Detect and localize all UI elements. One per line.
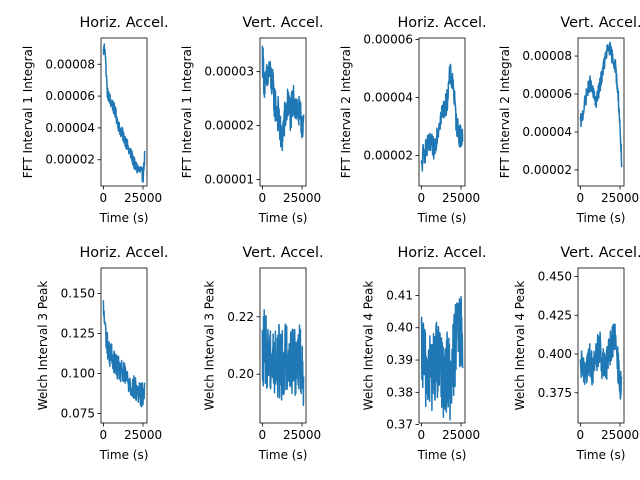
x-axis-label: Time (s)	[576, 448, 626, 462]
data-line	[102, 43, 146, 183]
x-tick-label: 0	[418, 428, 426, 442]
x-axis-label: Time (s)	[99, 211, 149, 225]
data-line	[420, 296, 464, 421]
axes-frame	[418, 267, 466, 424]
y-tick-label: 0.20	[227, 367, 254, 381]
x-tick-label: 25000	[442, 428, 480, 442]
y-tick-label: 0.38	[386, 385, 413, 399]
y-axis-label: Welch Interval 4 Peak	[362, 281, 376, 411]
y-tick-label: 0.22	[227, 310, 254, 324]
subplot-6: 0 25000 0.20 0.22 Vert. Accel. Time (s) Welch …	[203, 245, 324, 462]
x-tick-label: 0	[418, 191, 426, 205]
data-line	[420, 63, 464, 172]
data-line	[579, 41, 623, 168]
y-tick-label: 0.375	[538, 386, 572, 400]
x-tick-label: 0	[259, 191, 267, 205]
x-axis-label: Time (s)	[417, 211, 467, 225]
y-tick-label: 0.00002	[45, 153, 95, 167]
axes-frame	[259, 37, 307, 187]
subplot-title: Vert. Accel.	[242, 245, 323, 261]
x-tick-label: 0	[100, 428, 108, 442]
y-tick-label: 0.40	[386, 321, 413, 335]
y-tick-label: 0.00002	[522, 163, 572, 177]
subplot-title: Vert. Accel.	[242, 15, 323, 31]
y-tick-label: 0.450	[538, 270, 572, 284]
y-tick-label: 0.150	[61, 287, 95, 301]
y-tick-label: 0.00004	[45, 121, 95, 135]
y-tick-label: 0.00008	[45, 57, 95, 71]
subplot-title: Horiz. Accel.	[397, 15, 486, 31]
y-axis-label: Welch Interval 3 Peak	[36, 281, 50, 411]
x-tick-label: 25000	[124, 428, 162, 442]
axes-frame	[418, 37, 466, 187]
x-axis-label: Time (s)	[258, 211, 308, 225]
axes-frame	[577, 37, 625, 187]
x-tick-label: 0	[577, 428, 585, 442]
y-tick-label: 0.100	[61, 366, 95, 380]
x-tick-label: 25000	[442, 191, 480, 205]
x-tick-label: 25000	[283, 428, 321, 442]
y-tick-label: 0.39	[386, 353, 413, 367]
y-tick-label: 0.425	[538, 308, 572, 322]
y-tick-label: 0.00001	[204, 173, 254, 187]
subplot-title: Horiz. Accel.	[397, 245, 486, 261]
y-tick-label: 0.125	[61, 327, 95, 341]
y-tick-label: 0.37	[386, 418, 413, 432]
subplot-4: 0 25000 0.00002 0.00004 0.00006 0.00008 Vert. …	[498, 15, 640, 225]
y-tick-label: 0.00003	[204, 64, 254, 78]
x-tick-label: 25000	[283, 191, 321, 205]
subplot-1: 0 25000 0.00002 0.00004 0.00006 0.00008 Horiz.…	[21, 15, 169, 225]
x-tick-label: 0	[577, 191, 585, 205]
axes-frame	[577, 267, 625, 424]
x-axis-label: Time (s)	[576, 211, 626, 225]
x-tick-label: 25000	[124, 191, 162, 205]
y-tick-label: 0.41	[386, 288, 413, 302]
y-axis-label: FFT Interval 1 Integral	[21, 46, 35, 178]
subplot-5: 0 25000 0.075 0.100 0.125 0.150 Horiz. Accel. T…	[36, 245, 169, 462]
y-tick-label: 0.00002	[363, 149, 413, 163]
y-tick-label: 0.00002	[204, 119, 254, 133]
subplot-title: Horiz. Accel.	[79, 15, 168, 31]
y-tick-label: 0.075	[61, 406, 95, 420]
subplot-title: Vert. Accel.	[560, 245, 640, 261]
data-line	[102, 300, 146, 408]
y-tick-label: 0.00004	[522, 125, 572, 139]
y-tick-label: 0.00008	[522, 49, 572, 63]
axes-frame	[100, 267, 148, 424]
subplot-8: 0 25000 0.375 0.400 0.425 0.450 Vert. Accel. Ti…	[513, 245, 640, 462]
x-axis-label: Time (s)	[258, 448, 308, 462]
x-tick-label: 0	[100, 191, 108, 205]
data-line	[261, 45, 305, 152]
data-line	[579, 323, 623, 400]
x-tick-label: 25000	[601, 191, 639, 205]
y-tick-label: 0.00006	[45, 89, 95, 103]
y-axis-label: Welch Interval 4 Peak	[513, 281, 527, 411]
x-tick-label: 25000	[601, 428, 639, 442]
axes-frame	[259, 267, 307, 424]
data-line	[261, 309, 305, 407]
y-axis-label: FFT Interval 1 Integral	[180, 46, 194, 178]
y-tick-label: 0.00006	[522, 87, 572, 101]
subplot-title: Vert. Accel.	[560, 15, 640, 31]
axes-frame	[100, 37, 148, 187]
y-axis-label: Welch Interval 3 Peak	[203, 281, 217, 411]
y-axis-label: FFT Interval 2 Integral	[498, 46, 512, 178]
x-tick-label: 0	[259, 428, 267, 442]
y-tick-label: 0.00006	[363, 32, 413, 46]
subplot-2: 0 25000 0.00001 0.00002 0.00003 Vert. Accel. T…	[180, 15, 324, 225]
x-axis-label: Time (s)	[417, 448, 467, 462]
y-tick-label: 0.400	[538, 347, 572, 361]
x-axis-label: Time (s)	[99, 448, 149, 462]
y-tick-label: 0.00004	[363, 90, 413, 104]
subplot-title: Horiz. Accel.	[79, 245, 168, 261]
y-axis-label: FFT Interval 2 Integral	[339, 46, 353, 178]
subplot-7: 0 25000 0.37 0.38 0.39 0.40 0.41 Horiz. Accel. T…	[362, 245, 487, 462]
